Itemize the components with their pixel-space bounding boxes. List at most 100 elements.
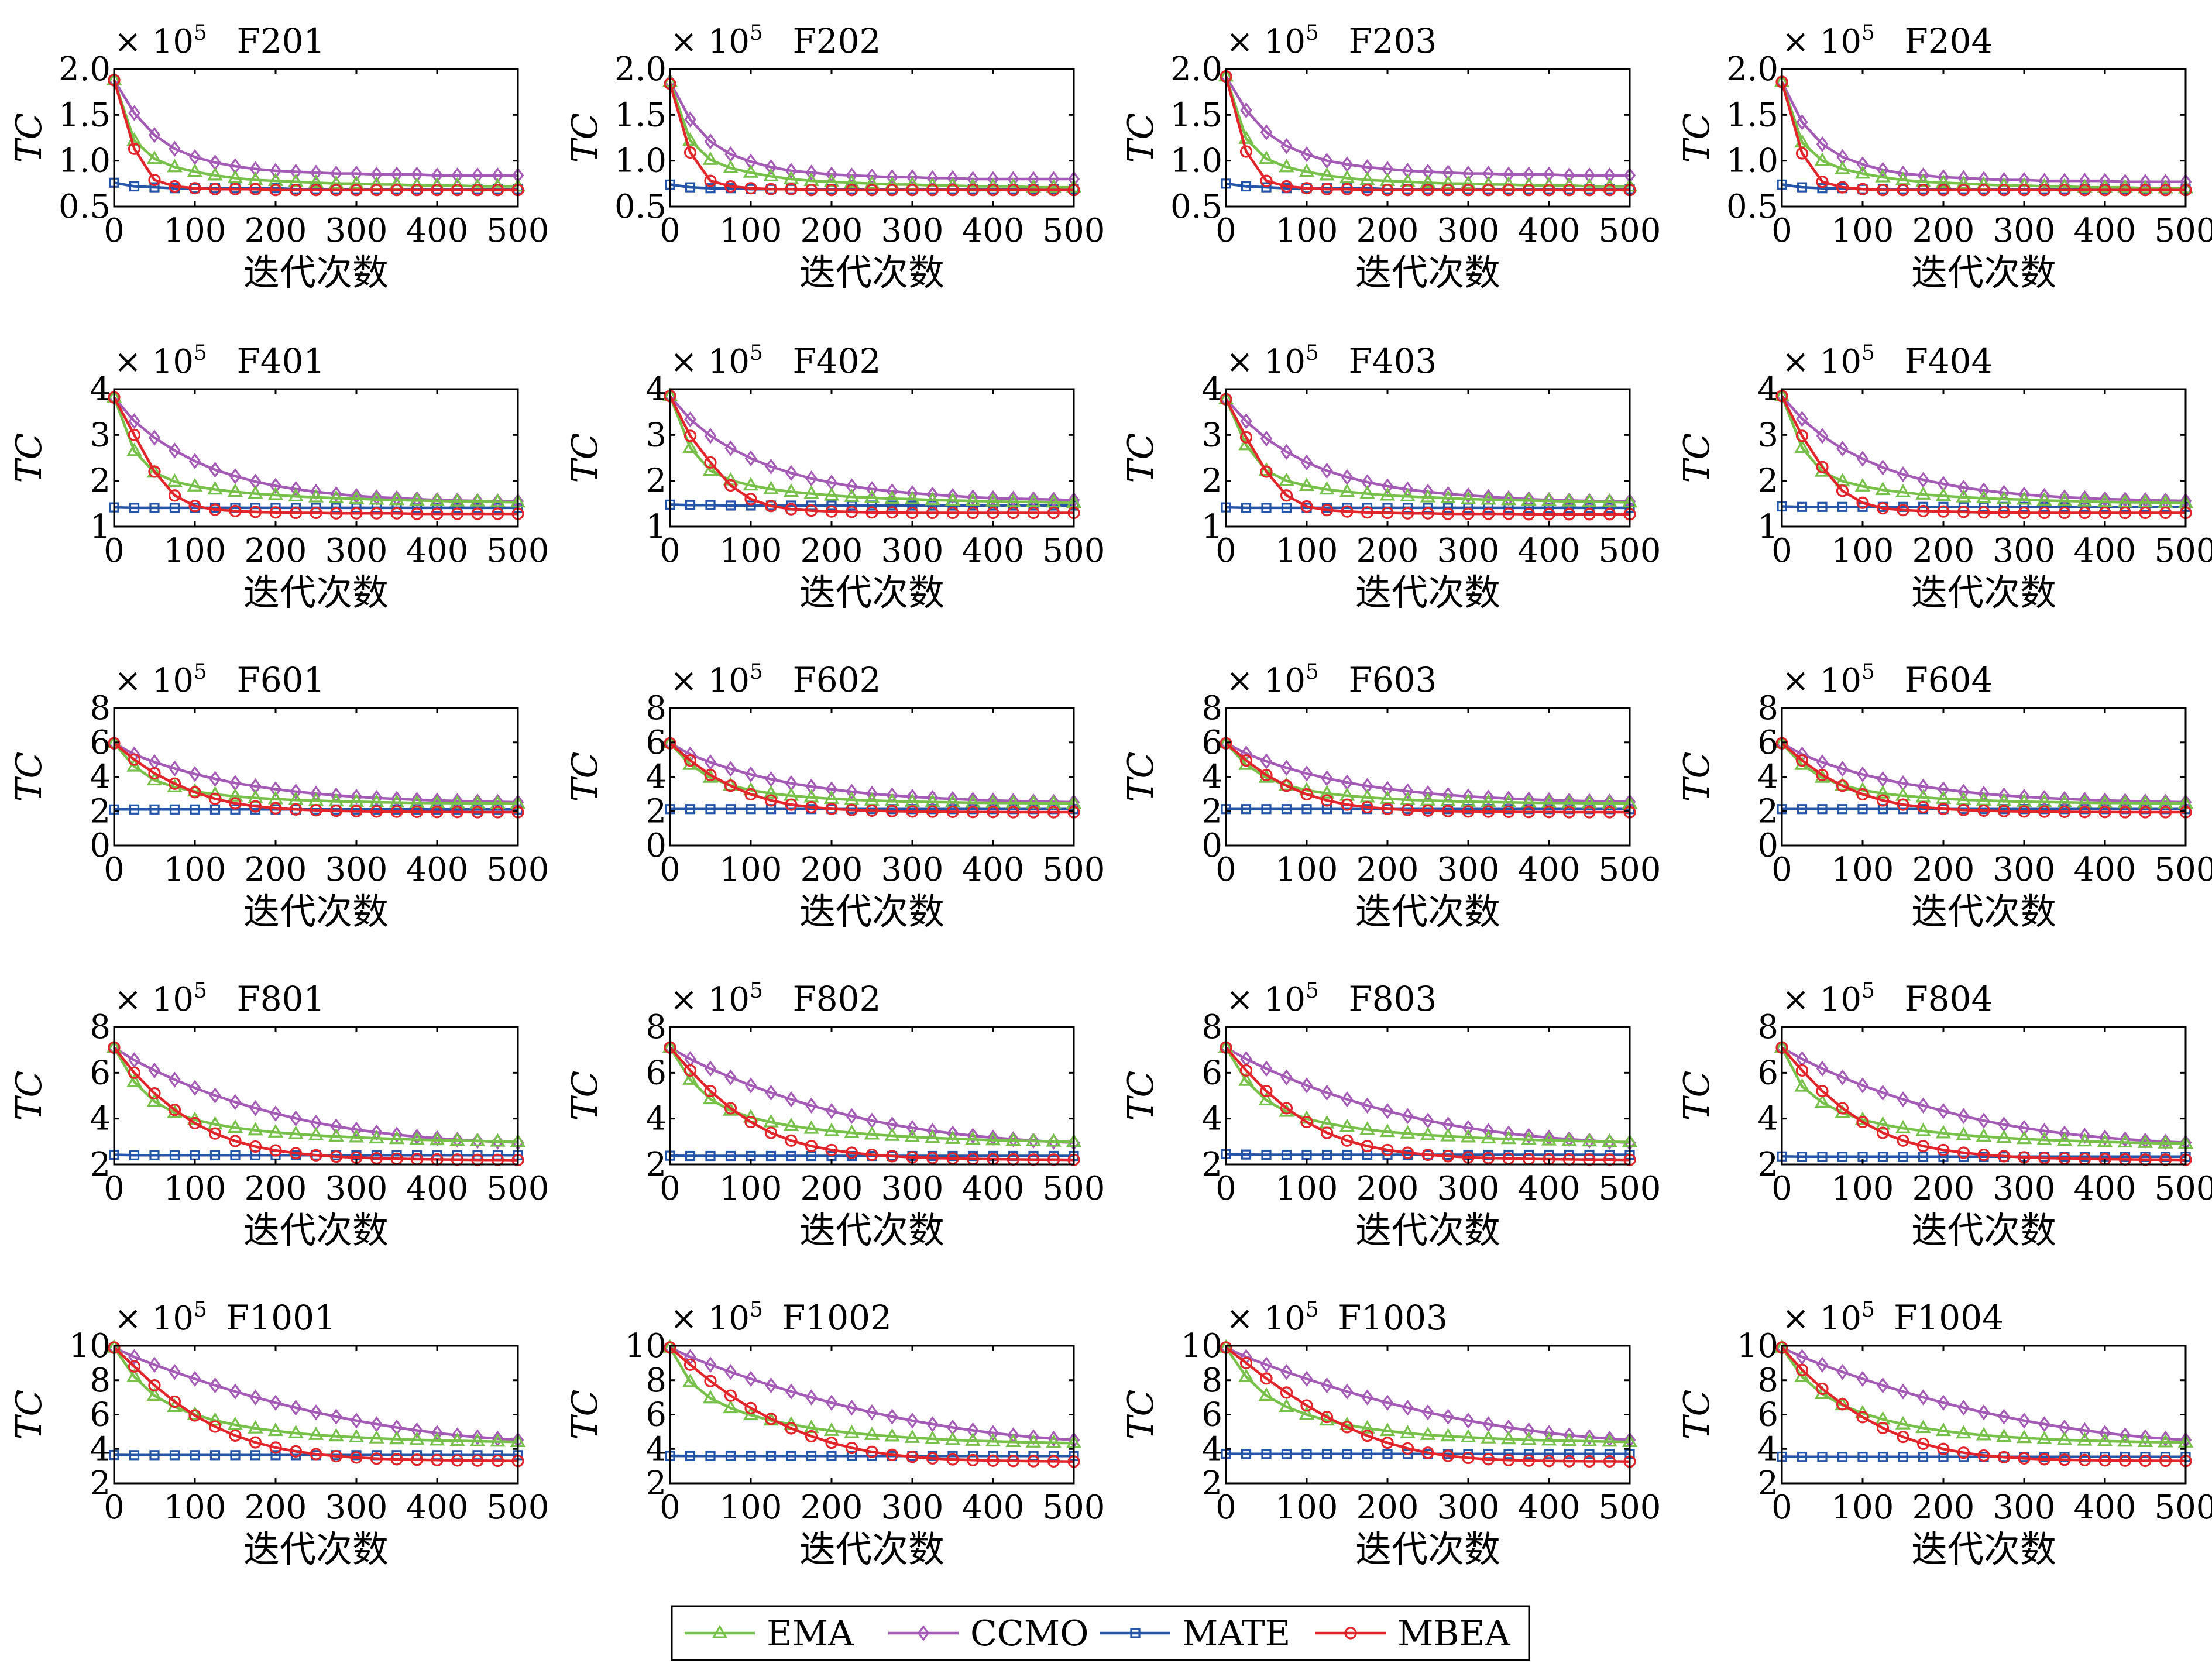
x-axis-label: 迭代次数 <box>799 1209 944 1252</box>
y-tick-label: 4 <box>1201 370 1222 408</box>
series-ema <box>664 1041 1080 1146</box>
x-axis-label: 迭代次数 <box>799 571 944 614</box>
x-tick-label: 400 <box>962 851 1025 889</box>
y-axis-label: TC <box>9 433 50 483</box>
panel-title: F202 <box>793 21 881 61</box>
x-tick-label: 100 <box>1832 851 1894 889</box>
series-ccmo <box>109 737 523 809</box>
y-axis-label: TC <box>1121 113 1162 163</box>
x-tick-label: 300 <box>881 212 944 250</box>
y-tick-label: 0 <box>1757 827 1778 865</box>
y-tick-label: 0.5 <box>1170 188 1222 226</box>
y-tick-label: 1 <box>90 508 111 546</box>
y-axis-label: TC <box>565 1390 606 1440</box>
series-mbea <box>665 1042 1079 1165</box>
series-ema <box>108 1041 524 1146</box>
x-tick-label: 500 <box>487 532 549 570</box>
y-tick-label: 2 <box>1757 792 1778 830</box>
x-tick-label: 200 <box>1912 851 1975 889</box>
series-ccmo <box>1777 1041 2191 1149</box>
multiplier-label: × 105 <box>1782 21 1875 61</box>
y-tick-label: 6 <box>1757 1054 1778 1092</box>
x-tick-label: 200 <box>801 532 863 570</box>
x-tick-label: 400 <box>1518 212 1581 250</box>
multiplier-exponent: 5 <box>1861 979 1875 1003</box>
multiplier-exponent: 5 <box>750 341 763 365</box>
y-tick-label: 2 <box>1201 462 1222 500</box>
x-tick-label: 400 <box>962 1170 1025 1208</box>
y-tick-label: 2.0 <box>59 50 111 88</box>
y-tick-label: 2 <box>1201 1465 1222 1503</box>
y-tick-label: 2 <box>1757 1465 1778 1503</box>
multiplier-label: × 105 <box>114 660 207 700</box>
multiplier-label: × 105 <box>1782 1298 1875 1338</box>
x-axis-label: 迭代次数 <box>1355 890 1500 933</box>
y-tick-label: 0 <box>645 827 667 865</box>
y-tick-label: 10 <box>625 1327 667 1365</box>
x-axis-label: 迭代次数 <box>1355 1528 1500 1571</box>
y-tick-label: 8 <box>1201 689 1222 727</box>
x-axis-label: 迭代次数 <box>1911 890 2056 933</box>
x-tick-label: 200 <box>1356 212 1419 250</box>
y-tick-label: 2 <box>90 792 111 830</box>
y-tick-label: 2.0 <box>1170 50 1222 88</box>
multiplier-exponent: 5 <box>194 341 207 365</box>
y-tick-label: 1.5 <box>59 96 111 134</box>
y-tick-label: 2.0 <box>614 50 667 88</box>
x-tick-label: 300 <box>1993 1489 2056 1527</box>
y-tick-label: 8 <box>1757 1362 1778 1400</box>
y-tick-label: 0.5 <box>59 188 111 226</box>
x-tick-label: 300 <box>1993 532 2056 570</box>
y-tick-label: 3 <box>645 416 667 454</box>
panel-title: F403 <box>1349 341 1437 381</box>
x-tick-label: 500 <box>487 851 549 889</box>
x-tick-label: 400 <box>2074 1170 2137 1208</box>
y-tick-label: 8 <box>90 689 111 727</box>
x-tick-label: 400 <box>1518 851 1581 889</box>
y-tick-label: 4 <box>645 758 667 796</box>
x-tick-label: 200 <box>801 851 863 889</box>
y-tick-label: 4 <box>1757 370 1778 408</box>
y-tick-label: 1.5 <box>614 96 667 134</box>
panel-title: F402 <box>793 341 881 381</box>
panel-title: F404 <box>1905 341 1993 381</box>
x-axis-label: 迭代次数 <box>1355 251 1500 294</box>
x-tick-label: 200 <box>801 1170 863 1208</box>
series-ema <box>1776 1041 2192 1147</box>
y-tick-label: 0 <box>1201 827 1222 865</box>
multiplier-label: × 105 <box>670 341 763 381</box>
y-tick-label: 1.5 <box>1726 96 1778 134</box>
x-tick-label: 400 <box>2074 532 2137 570</box>
x-tick-label: 500 <box>1043 212 1105 250</box>
y-tick-label: 2 <box>90 462 111 500</box>
panel-title: F603 <box>1349 660 1437 700</box>
y-tick-label: 2 <box>1757 1146 1778 1184</box>
y-axis-label: TC <box>9 113 50 163</box>
y-tick-label: 3 <box>1757 416 1778 454</box>
x-axis-label: 迭代次数 <box>1355 571 1500 614</box>
series-ema <box>1776 75 2192 193</box>
panel-title: F203 <box>1349 21 1437 61</box>
series-ccmo <box>1221 1041 1635 1149</box>
x-tick-label: 100 <box>164 532 226 570</box>
multiplier-exponent: 5 <box>750 660 763 684</box>
series-line <box>670 82 1074 179</box>
x-tick-label: 200 <box>245 851 307 889</box>
multiplier-label: × 105 <box>114 341 207 381</box>
y-tick-label: 8 <box>90 1008 111 1046</box>
y-tick-label: 3 <box>1201 416 1222 454</box>
x-tick-label: 200 <box>1912 532 1975 570</box>
y-axis-label: TC <box>9 1390 50 1440</box>
y-tick-label: 10 <box>69 1327 111 1365</box>
panel-title: F1004 <box>1894 1298 2004 1338</box>
y-tick-label: 2 <box>1201 792 1222 830</box>
